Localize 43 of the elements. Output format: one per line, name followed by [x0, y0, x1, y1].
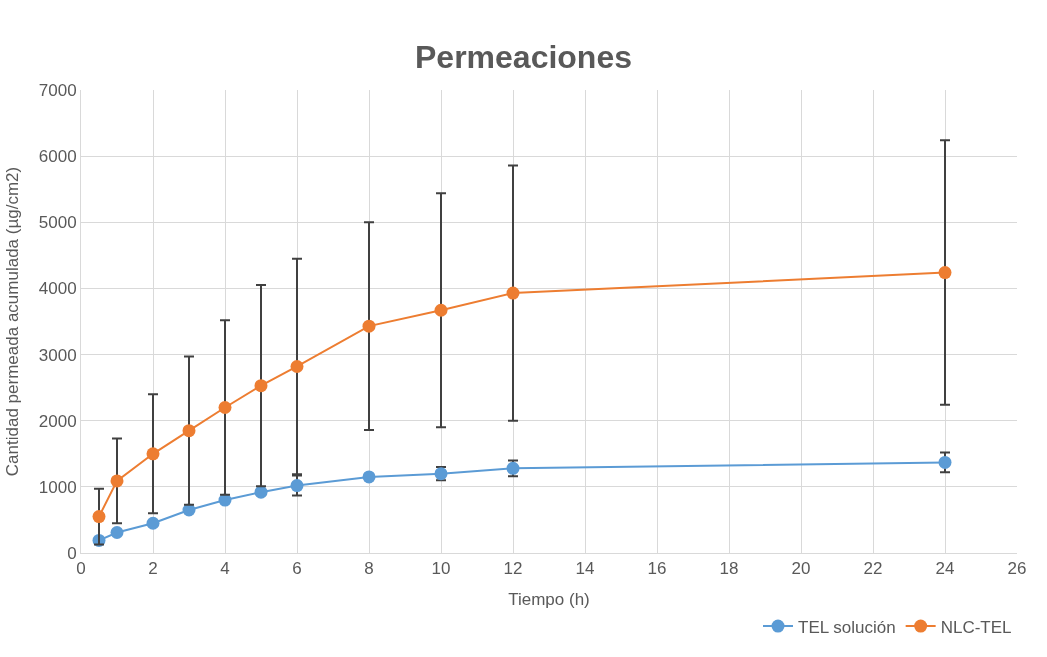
point — [110, 526, 124, 539]
point — [362, 470, 376, 484]
point — [182, 424, 196, 438]
point — [434, 303, 448, 317]
x-tick-label: 12 — [503, 559, 523, 579]
point — [290, 359, 304, 373]
x-tick-label: 4 — [220, 559, 230, 579]
point — [110, 474, 124, 488]
point — [938, 266, 952, 280]
y-tick-label: 2000 — [38, 411, 77, 431]
y-axis-title: Cantidad permeada acumulada (µg/cm2) — [3, 166, 23, 477]
x-tick-label: 8 — [364, 559, 374, 579]
y-tick-label: 3000 — [38, 345, 77, 365]
point — [254, 379, 268, 393]
x-axis-title: Tiempo (h) — [508, 589, 590, 609]
x-tick-label: 14 — [575, 559, 595, 579]
point — [290, 479, 304, 493]
x-tick-label: 26 — [1007, 559, 1027, 579]
x-tick-label: 6 — [292, 559, 302, 579]
x-tick-label: 16 — [647, 559, 667, 579]
x-tick-label: 24 — [935, 559, 955, 579]
x-tick-label: 22 — [863, 559, 883, 579]
point — [506, 286, 520, 300]
point — [218, 400, 232, 414]
legend-label: NLC-TEL — [940, 617, 1012, 637]
y-tick-label: 0 — [67, 543, 77, 563]
x-tick-label: 10 — [431, 559, 451, 579]
y-tick-label: 4000 — [38, 279, 77, 299]
chart-title: Permeaciones — [414, 39, 633, 76]
point — [92, 510, 106, 524]
point — [362, 319, 376, 333]
y-tick-label: 6000 — [38, 147, 77, 167]
y-tick-label: 5000 — [38, 213, 77, 233]
x-tick-label: 18 — [719, 559, 739, 579]
legend-label: TEL solución — [798, 617, 896, 637]
point — [938, 455, 952, 469]
y-tick-label: 1000 — [38, 477, 77, 497]
point — [146, 447, 160, 461]
y-tick-label: 7000 — [38, 80, 77, 100]
x-tick-label: 20 — [791, 559, 811, 579]
point — [254, 485, 268, 499]
point — [146, 516, 160, 530]
x-tick-label: 2 — [148, 559, 158, 579]
